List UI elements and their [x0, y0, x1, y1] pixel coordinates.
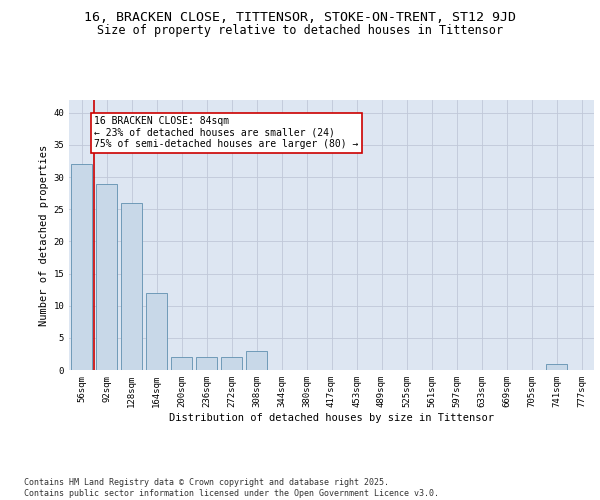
Text: Size of property relative to detached houses in Tittensor: Size of property relative to detached ho… — [97, 24, 503, 37]
Bar — [96, 184, 117, 370]
Bar — [146, 293, 167, 370]
Text: 16, BRACKEN CLOSE, TITTENSOR, STOKE-ON-TRENT, ST12 9JD: 16, BRACKEN CLOSE, TITTENSOR, STOKE-ON-T… — [84, 11, 516, 24]
Text: Contains HM Land Registry data © Crown copyright and database right 2025.
Contai: Contains HM Land Registry data © Crown c… — [24, 478, 439, 498]
Y-axis label: Number of detached properties: Number of detached properties — [39, 144, 49, 326]
Bar — [196, 357, 217, 370]
Bar — [71, 164, 92, 370]
Bar — [546, 364, 567, 370]
Bar — [121, 203, 142, 370]
X-axis label: Distribution of detached houses by size in Tittensor: Distribution of detached houses by size … — [169, 412, 494, 422]
Bar — [246, 350, 267, 370]
Bar — [221, 357, 242, 370]
Text: 16 BRACKEN CLOSE: 84sqm
← 23% of detached houses are smaller (24)
75% of semi-de: 16 BRACKEN CLOSE: 84sqm ← 23% of detache… — [95, 116, 359, 150]
Bar — [171, 357, 192, 370]
